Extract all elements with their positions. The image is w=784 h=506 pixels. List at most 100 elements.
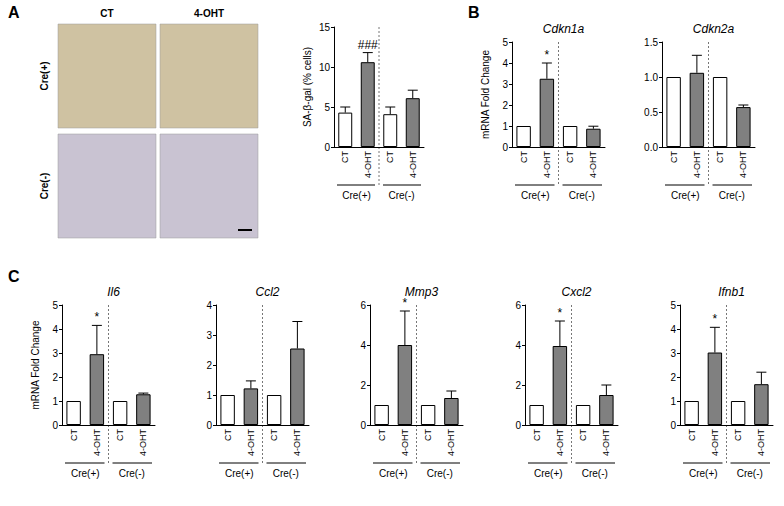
- svg-text:CT: CT: [269, 429, 279, 441]
- svg-text:CT: CT: [669, 151, 679, 163]
- svg-text:4-OHT: 4-OHT: [588, 150, 598, 178]
- svg-text:5: 5: [502, 37, 508, 48]
- svg-text:*: *: [95, 310, 100, 324]
- svg-text:0: 0: [52, 420, 58, 431]
- svg-text:4-OHT: 4-OHT: [601, 428, 611, 456]
- svg-text:Mmp3: Mmp3: [405, 285, 439, 299]
- svg-text:Cre(+): Cre(+): [342, 190, 371, 201]
- svg-text:CT: CT: [733, 429, 743, 441]
- svg-text:4-OHT: 4-OHT: [292, 428, 302, 456]
- svg-text:Cre(-): Cre(-): [388, 190, 414, 201]
- svg-text:CT: CT: [100, 8, 113, 19]
- svg-text:Cre(-): Cre(-): [719, 190, 745, 201]
- svg-text:CT: CT: [115, 429, 125, 441]
- svg-text:Cre(-): Cre(-): [569, 190, 595, 201]
- svg-text:4: 4: [502, 58, 508, 69]
- svg-text:4-OHT: 4-OHT: [738, 150, 748, 178]
- svg-text:4: 4: [515, 340, 521, 351]
- svg-text:4-OHT: 4-OHT: [542, 150, 552, 178]
- svg-text:Ccl2: Ccl2: [255, 285, 279, 299]
- svg-text:SA-β-gal (% cells): SA-β-gal (% cells): [302, 47, 313, 127]
- svg-text:5: 5: [670, 300, 676, 311]
- svg-text:mRNA Fold Change: mRNA Fold Change: [480, 50, 491, 139]
- svg-text:0: 0: [206, 420, 212, 431]
- svg-text:mRNA Fold Change: mRNA Fold Change: [30, 320, 41, 409]
- svg-text:5: 5: [52, 300, 58, 311]
- svg-text:CT: CT: [423, 429, 433, 441]
- svg-text:0: 0: [515, 420, 521, 431]
- svg-text:CT: CT: [715, 151, 725, 163]
- svg-text:3: 3: [206, 330, 212, 341]
- svg-text:0: 0: [324, 142, 330, 153]
- svg-text:4: 4: [670, 324, 676, 335]
- svg-text:1: 1: [502, 121, 508, 132]
- svg-text:CT: CT: [223, 429, 233, 441]
- svg-text:4-OHT: 4-OHT: [246, 428, 256, 456]
- svg-text:C: C: [8, 268, 20, 285]
- svg-text:4-OHT: 4-OHT: [363, 150, 373, 178]
- svg-text:CT: CT: [385, 151, 395, 163]
- svg-text:4-OHT: 4-OHT: [446, 428, 456, 456]
- svg-text:0.5: 0.5: [644, 107, 658, 118]
- svg-text:0: 0: [360, 420, 366, 431]
- svg-text:1.0: 1.0: [644, 72, 658, 83]
- svg-text:CT: CT: [519, 151, 529, 163]
- svg-text:3: 3: [52, 348, 58, 359]
- svg-text:6: 6: [515, 300, 521, 311]
- svg-text:1: 1: [206, 390, 212, 401]
- svg-text:2: 2: [360, 380, 366, 391]
- svg-text:2: 2: [52, 372, 58, 383]
- svg-text:3: 3: [670, 348, 676, 359]
- svg-text:4-OHT: 4-OHT: [194, 8, 224, 19]
- svg-text:4-OHT: 4-OHT: [692, 150, 702, 178]
- svg-text:1.5: 1.5: [644, 37, 658, 48]
- svg-text:4-OHT: 4-OHT: [756, 428, 766, 456]
- svg-text:2: 2: [515, 380, 521, 391]
- svg-text:1: 1: [670, 396, 676, 407]
- svg-text:1: 1: [52, 396, 58, 407]
- svg-text:Cdkn2a: Cdkn2a: [693, 22, 735, 36]
- svg-text:CT: CT: [340, 151, 350, 163]
- svg-text:*: *: [558, 306, 563, 320]
- svg-text:4: 4: [360, 340, 366, 351]
- svg-text:Cre(+): Cre(+): [39, 61, 50, 90]
- svg-text:CT: CT: [377, 429, 387, 441]
- svg-text:0: 0: [670, 420, 676, 431]
- svg-text:2: 2: [670, 372, 676, 383]
- svg-text:*: *: [713, 312, 718, 326]
- svg-text:CT: CT: [578, 429, 588, 441]
- svg-text:Cdkn1a: Cdkn1a: [543, 22, 585, 36]
- svg-text:5: 5: [324, 102, 330, 113]
- svg-text:4: 4: [52, 324, 58, 335]
- svg-text:4: 4: [206, 300, 212, 311]
- svg-text:0: 0: [502, 142, 508, 153]
- svg-text:Cre(-): Cre(-): [119, 468, 145, 479]
- svg-text:Cxcl2: Cxcl2: [561, 285, 591, 299]
- svg-text:B: B: [468, 4, 480, 21]
- svg-text:4-OHT: 4-OHT: [138, 428, 148, 456]
- svg-text:Cre(+): Cre(+): [689, 468, 718, 479]
- svg-text:Cre(+): Cre(+): [225, 468, 254, 479]
- svg-text:4-OHT: 4-OHT: [92, 428, 102, 456]
- svg-text:Cre(+): Cre(+): [379, 468, 408, 479]
- svg-text:Cre(+): Cre(+): [534, 468, 563, 479]
- svg-text:2: 2: [206, 360, 212, 371]
- svg-text:15: 15: [319, 22, 331, 33]
- svg-text:CT: CT: [687, 429, 697, 441]
- svg-text:Cre(-): Cre(-): [582, 468, 608, 479]
- svg-text:Cre(+): Cre(+): [521, 190, 550, 201]
- svg-text:10: 10: [319, 62, 331, 73]
- svg-text:CT: CT: [532, 429, 542, 441]
- svg-text:4-OHT: 4-OHT: [400, 428, 410, 456]
- svg-text:6: 6: [360, 300, 366, 311]
- svg-text:*: *: [545, 48, 550, 62]
- svg-text:0.0: 0.0: [644, 142, 658, 153]
- svg-text:Ifnb1: Ifnb1: [718, 285, 745, 299]
- svg-text:A: A: [8, 4, 20, 21]
- svg-text:Cre(+): Cre(+): [671, 190, 700, 201]
- svg-text:4-OHT: 4-OHT: [408, 150, 418, 178]
- svg-text:Cre(-): Cre(-): [39, 173, 50, 200]
- svg-text:Cre(-): Cre(-): [737, 468, 763, 479]
- svg-text:Cre(-): Cre(-): [427, 468, 453, 479]
- svg-text:Cre(-): Cre(-): [273, 468, 299, 479]
